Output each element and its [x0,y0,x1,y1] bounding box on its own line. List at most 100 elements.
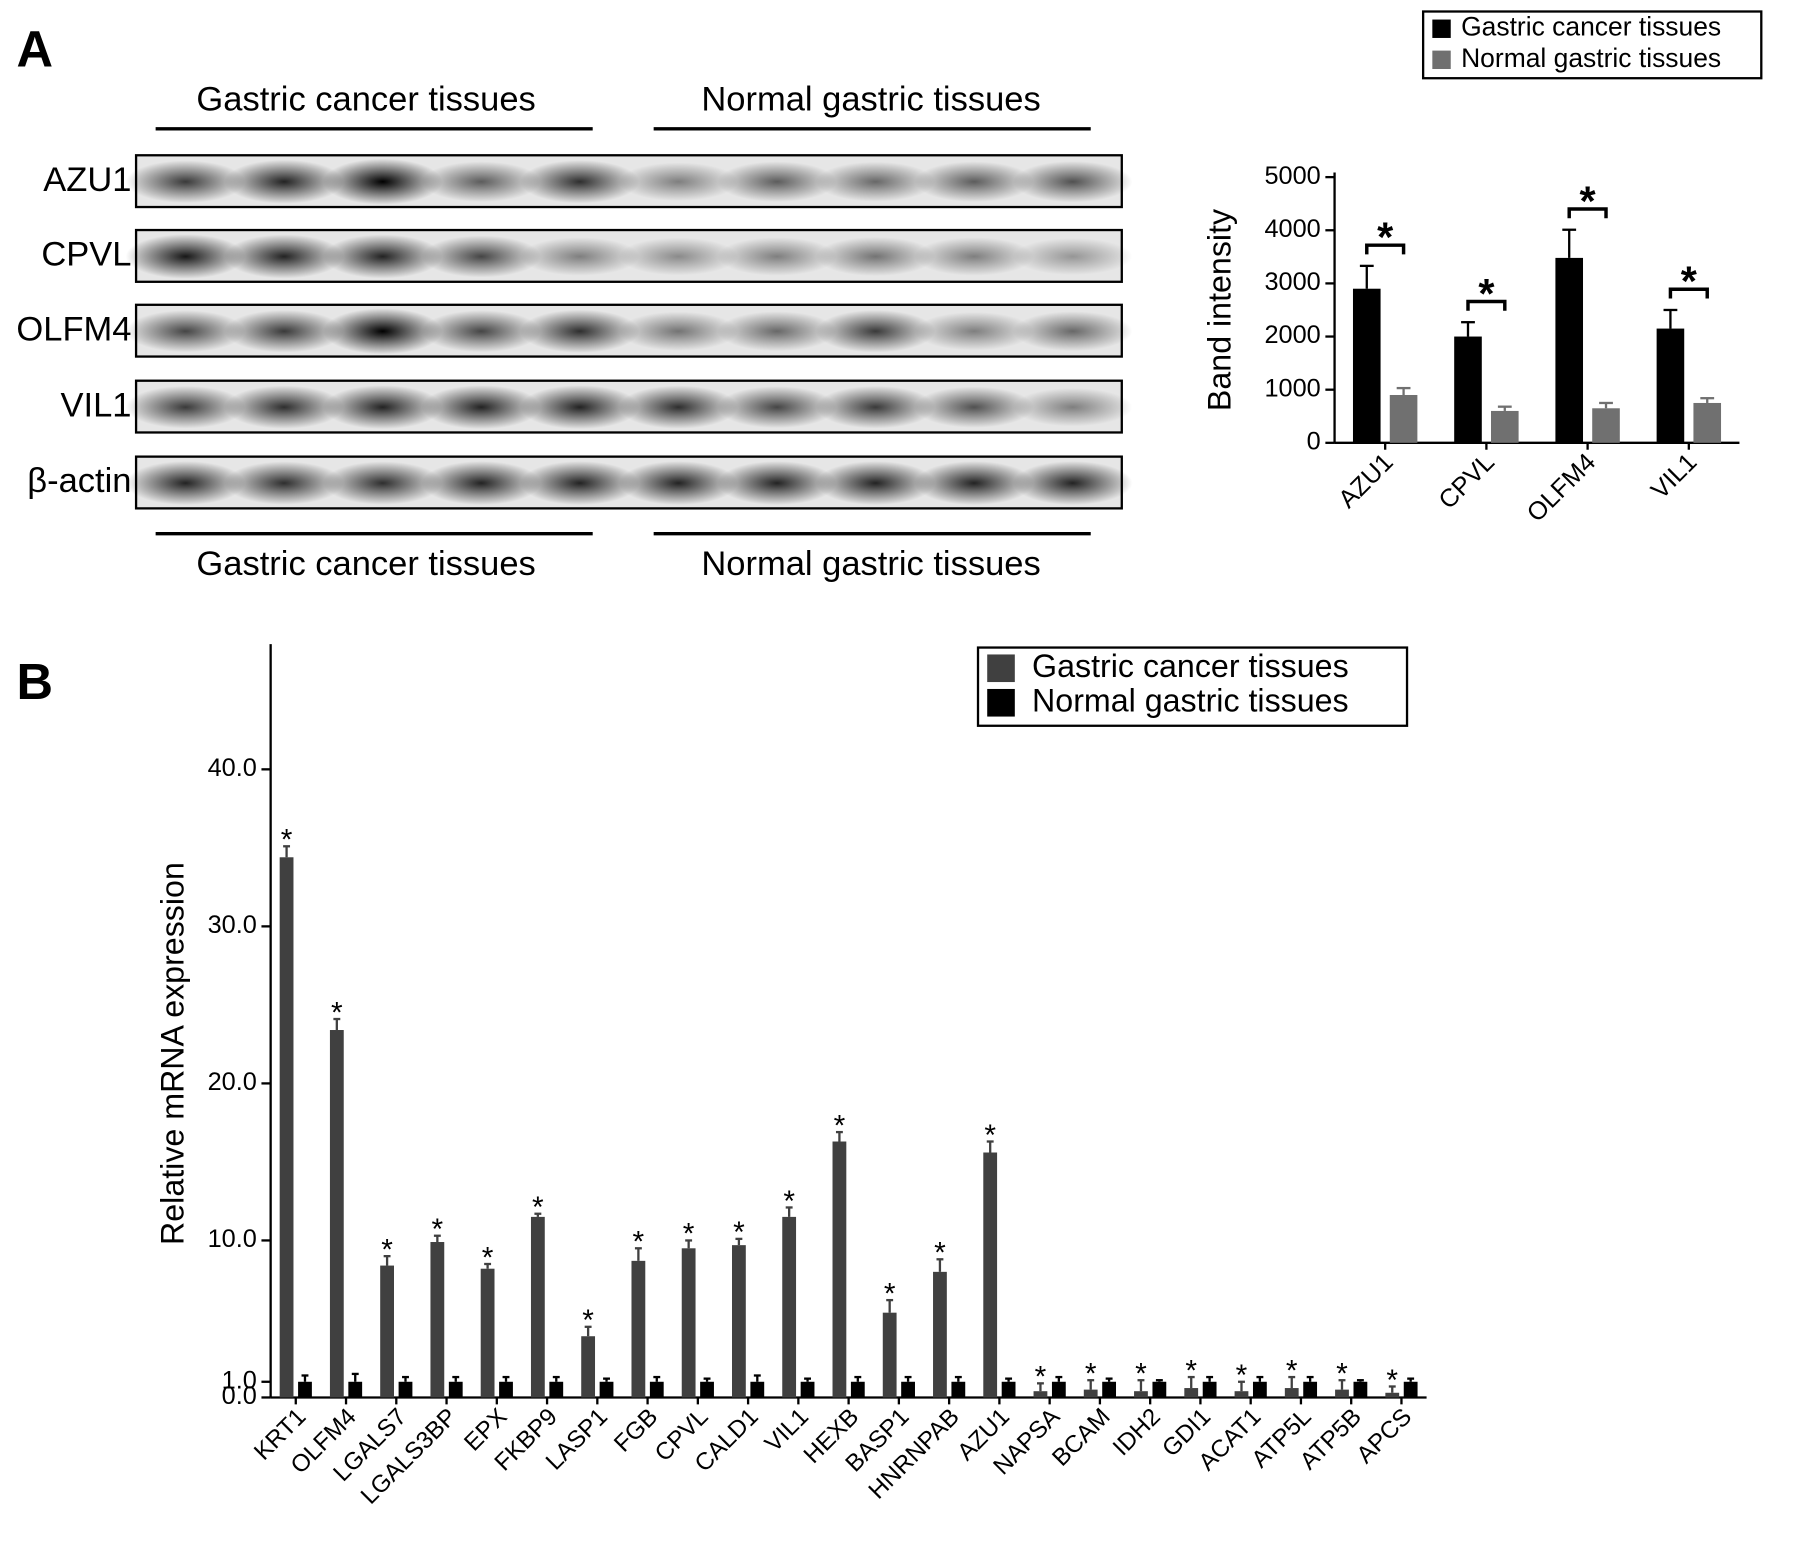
bar [1202,1381,1217,1398]
significance-star: * [1035,1361,1047,1394]
blot-band [322,158,443,205]
significance-star: * [1185,1354,1197,1387]
legend-label: Gastric cancer tissues [1461,12,1721,42]
y-tick-label: 4000 [1264,215,1320,243]
blot-band [618,311,739,351]
bar [731,1245,746,1398]
significance-star: * [1681,259,1698,305]
legend-swatch [1432,19,1451,38]
significance-bracket [1668,287,1709,299]
bar [329,1030,344,1398]
bar [750,1381,765,1398]
significance-bracket [1365,243,1406,255]
legend-box [1421,10,1763,80]
bar [1083,1389,1098,1398]
blot-band [717,461,837,506]
significance-star: * [1386,1364,1398,1397]
blot-band [815,236,936,277]
bar [599,1381,614,1398]
blot-band [125,160,246,204]
significance-star: * [984,1119,996,1152]
bar [298,1381,312,1398]
significance-star: * [633,1226,645,1259]
bar [380,1265,394,1398]
bar [1284,1388,1299,1398]
bar [1252,1381,1267,1398]
significance-star: * [683,1218,695,1251]
blot-band [618,162,739,201]
y-tick-label: 2000 [1264,321,1320,349]
group-label: Normal gastric tissues [701,80,1040,118]
blot-band [1012,311,1133,352]
blot-band [125,385,246,429]
significance-star: * [783,1185,795,1218]
legend-swatch [987,654,1015,683]
significance-star: * [1236,1359,1248,1392]
y-tick-label: 1.0 [222,1366,257,1394]
blot-band [520,160,640,204]
blot-band [421,461,542,506]
blot-band [815,309,936,353]
panel-label: A [16,20,53,77]
significance-bracket [1567,207,1608,219]
significance-star: * [331,996,343,1029]
bar [1033,1391,1048,1398]
blot-band [520,461,640,506]
row-label: OLFM4 [16,310,131,348]
significance-star: * [1286,1354,1298,1387]
y-tick-label: 20.0 [208,1068,257,1096]
bar [1555,257,1584,443]
bar [1102,1381,1117,1398]
bar [348,1381,363,1398]
panel-label: B [16,653,53,710]
blot-band [224,461,344,505]
blot-band [1012,237,1133,276]
bar [1152,1381,1167,1398]
row-label: CPVL [41,236,131,274]
y-tick-label: 10.0 [208,1225,257,1253]
significance-star: * [834,1109,846,1142]
blot-band [914,237,1034,276]
blot-band [717,237,837,276]
blot-band [322,461,443,505]
group-label: Gastric cancer tissues [196,80,535,118]
blot-band [815,461,936,506]
bar [1592,408,1620,443]
bar [398,1381,413,1398]
blot-band [717,386,837,429]
legend-label: Normal gastric tissues [1032,682,1349,718]
bar [1403,1381,1418,1398]
blot-band [520,385,640,430]
significance-star: * [1580,178,1597,224]
y-tick-label: 40.0 [208,754,257,782]
bar [1656,328,1685,443]
legend-swatch [987,688,1015,717]
significance-star: * [1336,1357,1348,1390]
bar [700,1381,714,1398]
bar [279,857,294,1398]
blot-band [914,312,1034,351]
bar [1454,336,1482,443]
significance-star: * [884,1277,896,1310]
bar [1001,1381,1016,1398]
bar [1693,402,1722,443]
bar [1389,394,1418,443]
western-blot: Gastric cancer tissues Normal gastric ti… [16,80,1133,583]
blot-band [914,161,1034,202]
legend-label: Gastric cancer tissues [1032,648,1349,684]
row-label: β-actin [27,462,131,500]
bar [430,1242,445,1398]
blot-band [618,385,739,429]
bar [933,1271,947,1398]
significance-star: * [733,1216,745,1249]
significance-star: * [1377,215,1394,261]
blot-band [322,234,443,279]
blot-band [618,237,739,276]
blot-band [421,385,542,430]
bar [649,1381,664,1398]
blot-band [717,161,837,202]
significance-star: * [482,1241,494,1274]
blot-band [520,309,640,353]
